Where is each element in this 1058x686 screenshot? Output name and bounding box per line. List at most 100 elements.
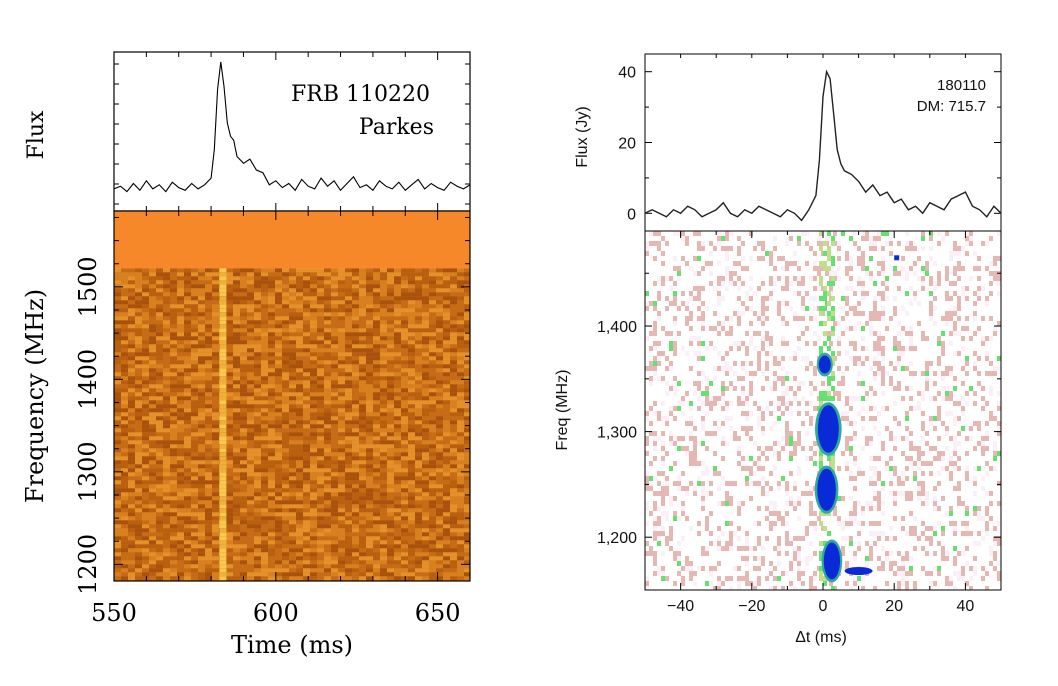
spectrum-pixel xyxy=(408,556,415,561)
spectrum-pixel xyxy=(394,436,401,441)
spectrum-pixel xyxy=(352,556,359,561)
spectrum-pixel xyxy=(331,312,338,317)
spectrum-pixel xyxy=(331,280,338,285)
spectrum-pixel xyxy=(885,286,889,291)
spectrum-pixel xyxy=(422,428,429,433)
spectrum-pixel xyxy=(163,384,170,389)
spectrum-pixel xyxy=(135,556,142,561)
spectrum-pixel xyxy=(913,291,917,296)
spectrum-pixel xyxy=(261,496,268,501)
spectrum-pixel xyxy=(345,376,352,381)
spectrum-pixel xyxy=(261,472,268,477)
spectrum-pixel xyxy=(793,251,797,256)
spectrum-pixel xyxy=(845,296,849,301)
spectrum-pixel xyxy=(913,346,917,351)
spectrum-pixel xyxy=(282,284,289,289)
spectrum-pixel xyxy=(240,404,247,409)
spectrum-pixel xyxy=(324,424,331,429)
spectrum-pixel xyxy=(303,512,310,517)
spectrum-pixel xyxy=(408,496,415,501)
left-spectrum-frame xyxy=(113,210,471,582)
spectrum-pixel xyxy=(303,484,310,489)
spectrum-pixel xyxy=(212,448,219,453)
spectrum-pixel xyxy=(317,568,324,573)
spectrum-pixel xyxy=(661,236,665,241)
spectrum-pixel xyxy=(205,396,212,401)
spectrum-pixel xyxy=(282,400,289,405)
spectrum-pixel xyxy=(275,492,282,497)
spectrum-pixel xyxy=(757,331,761,336)
spectrum-pixel xyxy=(310,536,317,541)
spectrum-pixel xyxy=(331,464,338,469)
spectrum-pixel xyxy=(184,420,191,425)
spectrum-pixel xyxy=(303,340,310,345)
spectrum-pixel xyxy=(366,320,373,325)
spectrum-pixel xyxy=(359,504,366,509)
spectrum-pixel xyxy=(338,392,345,397)
spectrum-pixel xyxy=(184,520,191,525)
spectrum-pixel xyxy=(415,340,422,345)
spectrum-pixel xyxy=(345,352,352,357)
spectrum-pixel xyxy=(443,424,450,429)
spectrum-pixel xyxy=(366,308,373,313)
spectrum-pixel xyxy=(240,512,247,517)
spectrum-pixel xyxy=(114,324,121,329)
spectrum-pixel xyxy=(261,420,268,425)
spectrum-pixel xyxy=(422,408,429,413)
spectrum-pixel xyxy=(261,400,268,405)
spectrum-pixel xyxy=(212,436,219,441)
spectrum-pixel xyxy=(268,520,275,525)
spectrum-pixel xyxy=(324,456,331,461)
spectrum-pixel xyxy=(163,444,170,449)
spectrum-pixel xyxy=(801,296,805,301)
spectrum-pixel xyxy=(114,452,121,457)
spectrum-pixel xyxy=(331,288,338,293)
spectrum-pixel xyxy=(226,532,233,537)
spectrum-pixel xyxy=(170,380,177,385)
spectrum-pixel xyxy=(338,484,345,489)
burst-pixel xyxy=(219,524,227,529)
spectrum-pixel xyxy=(387,408,394,413)
spectrum-pixel xyxy=(366,416,373,421)
spectrum-pixel xyxy=(310,576,317,581)
spectrum-pixel xyxy=(233,268,240,273)
spectrum-pixel xyxy=(296,504,303,509)
spectrum-pixel xyxy=(226,576,233,581)
spectrum-pixel xyxy=(205,308,212,313)
spectrum-pixel xyxy=(191,540,198,545)
spectrum-pixel xyxy=(233,548,240,553)
spectrum-pixel xyxy=(657,341,661,346)
spectrum-pixel xyxy=(226,416,233,421)
spectrum-pixel xyxy=(861,346,865,351)
spectrum-pixel xyxy=(853,346,857,351)
spectrum-pixel xyxy=(128,376,135,381)
spectrum-pixel xyxy=(401,320,408,325)
spectrum-pixel xyxy=(191,520,198,525)
spectrum-pixel xyxy=(345,540,352,545)
spectrum-pixel xyxy=(889,266,893,271)
spectrum-pixel xyxy=(128,460,135,465)
spectrum-pixel xyxy=(661,251,665,256)
spectrum-pixel xyxy=(338,532,345,537)
spectrum-pixel xyxy=(114,276,121,281)
spectrum-pixel xyxy=(331,560,338,565)
spectrum-pixel xyxy=(457,328,464,333)
spectrum-pixel xyxy=(745,331,749,336)
spectrum-pixel xyxy=(443,304,450,309)
spectrum-pixel xyxy=(121,524,128,529)
spectrum-pixel xyxy=(809,296,813,301)
spectrum-pixel xyxy=(149,568,156,573)
spectrum-pixel xyxy=(373,456,380,461)
spectrum-pixel xyxy=(191,488,198,493)
spectrum-pixel xyxy=(184,528,191,533)
spectrum-pixel xyxy=(156,344,163,349)
spectrum-pixel xyxy=(149,468,156,473)
spectrum-pixel xyxy=(156,444,163,449)
spectrum-pixel xyxy=(366,552,373,557)
burst-pixel xyxy=(219,272,227,277)
spectrum-pixel xyxy=(324,448,331,453)
spectrum-pixel xyxy=(142,520,149,525)
spectrum-pixel xyxy=(338,332,345,337)
spectrum-pixel xyxy=(310,320,317,325)
spectrum-pixel xyxy=(261,292,268,297)
